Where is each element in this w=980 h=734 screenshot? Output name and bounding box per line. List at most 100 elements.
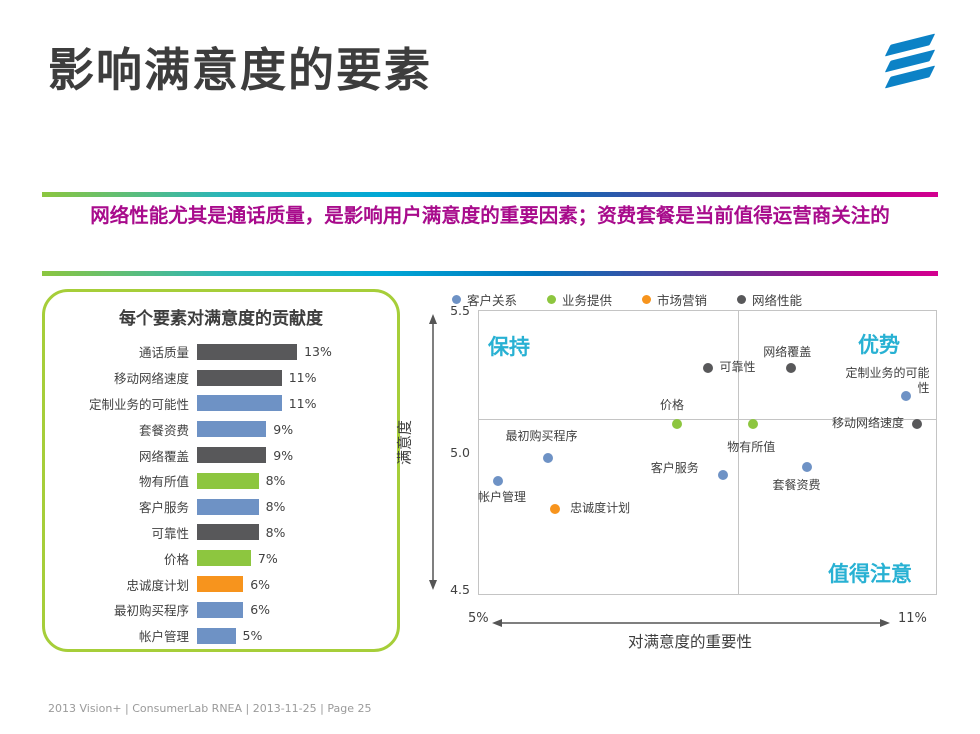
bar-track: 6%: [197, 576, 383, 593]
bar-value-label: 7%: [257, 550, 278, 566]
scatter-point-label: 最初购买程序: [505, 429, 578, 444]
y-tick: 4.5: [450, 582, 470, 597]
slide-footer: 2013 Vision+ | ConsumerLab RNEA | 2013-1…: [48, 702, 372, 715]
bar-track: 9%: [197, 421, 383, 438]
bar-value-label: 8%: [265, 473, 286, 489]
contribution-panel: 每个要素对满意度的贡献度 通话质量 13% 移动网络速度 11% 定制业务的可能性 11%…: [42, 289, 400, 652]
page-title: 影响满意度的要素: [48, 43, 432, 97]
bar: [197, 627, 236, 644]
scatter-point: [748, 419, 759, 430]
x-axis-label: 对满意度的重要性: [627, 633, 752, 651]
bar-item-label: 定制业务的可能性: [88, 396, 189, 412]
bar-row: 移动网络速度 11%: [59, 365, 383, 391]
legend-dot-icon: [547, 295, 557, 304]
legend-item: 市场营销: [642, 290, 707, 309]
scatter-point-label: 网络覆盖: [763, 344, 812, 359]
bar-item-label: 帐户管理: [138, 629, 189, 645]
scatter-point: [672, 419, 683, 430]
bar: [197, 447, 267, 464]
bar-row: 客户服务 8%: [59, 494, 383, 520]
bar-item-label: 客户服务: [138, 500, 189, 516]
bar: [197, 576, 244, 593]
bar-row: 套餐资费 9%: [59, 416, 383, 442]
scatter-point: [542, 453, 553, 464]
x-axis-max-label: 11%: [898, 611, 927, 626]
bar-item-label: 通话质量: [138, 345, 189, 361]
bar-track: 9%: [197, 447, 383, 464]
contribution-bar-chart: 通话质量 13% 移动网络速度 11% 定制业务的可能性 11% 套餐资费 9% 网络覆盖 9% 物…: [59, 339, 383, 649]
scatter-point-label: 价格: [660, 398, 685, 413]
bar-row: 可靠性 8%: [59, 520, 383, 546]
ericsson-logo-icon: [882, 33, 940, 90]
bar-value-label: 13%: [304, 344, 332, 360]
scatter-point: [550, 504, 561, 515]
bar-value-label: 8%: [265, 524, 286, 540]
bar-item-label: 可靠性: [151, 525, 189, 541]
bar: [197, 421, 267, 438]
bar-value-label: 9%: [273, 447, 294, 463]
bar: [197, 395, 282, 412]
bar: [197, 498, 259, 515]
bar-track: 6%: [197, 601, 383, 618]
bar-row: 物有所值 8%: [59, 468, 383, 494]
gradient-divider-bottom: [42, 271, 938, 276]
y-axis-label: 满意度: [395, 420, 414, 466]
legend-item: 客户关系: [452, 290, 517, 309]
scatter-point-label: 套餐资费: [772, 477, 821, 492]
bar: [197, 524, 259, 541]
bar: [197, 472, 259, 489]
legend-label: 网络性能: [752, 293, 803, 308]
legend-dot-icon: [452, 295, 461, 304]
bar-item-label: 套餐资费: [138, 422, 189, 438]
scatter-point: [801, 461, 812, 472]
bar-row: 帐户管理 5%: [59, 623, 383, 649]
bar-track: 8%: [197, 524, 383, 541]
scatter-point-label: 定制业务的可能性: [845, 365, 930, 395]
bar-value-label: 8%: [265, 499, 286, 515]
scatter-point: [911, 419, 922, 430]
quadrant-label-keep: 保持: [488, 335, 530, 359]
bar-row: 定制业务的可能性 11%: [59, 391, 383, 417]
key-message: 网络性能尤其是通话质量，是影响用户满意度的重要因素；资费套餐是当前值得运营商关注…: [90, 204, 890, 227]
scatter-point: [900, 390, 911, 401]
bar-track: 11%: [197, 369, 383, 386]
legend-item: 网络性能: [737, 290, 802, 309]
scatter-point-label: 可靠性: [719, 359, 756, 374]
bar: [197, 369, 282, 386]
scatter-point-label: 忠诚度计划: [570, 501, 631, 516]
gradient-divider-top: [42, 192, 938, 197]
scatter-point-label: 客户服务: [650, 461, 699, 476]
bar-chart-title: 每个要素对满意度的贡献度: [119, 309, 323, 329]
bar-track: 5%: [197, 627, 383, 644]
bar-item-label: 最初购买程序: [113, 603, 189, 619]
bar-row: 通话质量 13%: [59, 339, 383, 365]
y-tick: 5.0: [450, 445, 470, 460]
bar-track: 13%: [197, 343, 383, 360]
bar-item-label: 物有所值: [138, 474, 189, 490]
bar-value-label: 6%: [250, 602, 271, 618]
bar-item-label: 忠诚度计划: [126, 577, 189, 593]
bar: [197, 550, 251, 567]
bar-row: 最初购买程序 6%: [59, 597, 383, 623]
bar-item-label: 移动网络速度: [113, 371, 189, 387]
legend-label: 客户关系: [467, 293, 518, 308]
x-axis-min-label: 5%: [468, 611, 489, 626]
scatter-point: [717, 470, 728, 481]
x-axis-arrow: [492, 619, 890, 627]
bar-track: 11%: [197, 395, 383, 412]
quadrant-divider-vertical: [737, 311, 739, 594]
scatter-point-label: 移动网络速度: [831, 416, 904, 431]
scatter-point: [493, 475, 504, 486]
scatter-point: [786, 362, 797, 373]
legend-dot-icon: [737, 295, 747, 304]
quadrant-label-advantage: 优势: [858, 333, 900, 357]
legend-label: 业务提供: [562, 293, 613, 308]
bar-value-label: 9%: [273, 421, 294, 437]
legend-dot-icon: [642, 295, 652, 304]
quadrant-divider-horizontal: [479, 418, 936, 420]
bar: [197, 601, 244, 618]
legend-item: 业务提供: [547, 290, 612, 309]
scatter-plot: 保持 优势 值得注意 网络覆盖 可靠性 定制业务的可能性 价格 移动网络速度 物有所值 最初…: [478, 310, 937, 595]
legend-label: 市场营销: [657, 293, 708, 308]
scatter-point-label: 物有所值: [727, 440, 776, 455]
